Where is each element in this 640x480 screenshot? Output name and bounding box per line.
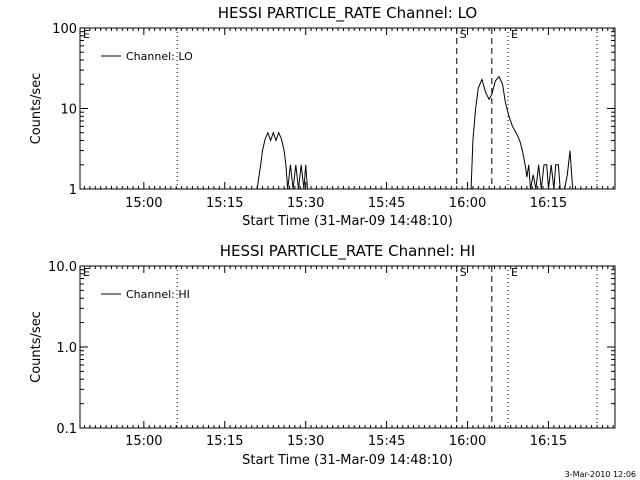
x-tick-label: 15:30 — [287, 196, 324, 211]
series-line-channel-lo — [470, 75, 574, 190]
x-axis-label: Start Time (31-Mar-09 14:48:10) — [242, 214, 453, 229]
event-marker-label: S — [460, 266, 467, 279]
x-tick-label: 15:15 — [206, 434, 243, 449]
legend-label: Channel: LO — [126, 50, 193, 63]
series-line-channel-lo — [256, 131, 308, 190]
x-tick-label: 16:15 — [530, 196, 567, 211]
x-tick-label: 15:45 — [368, 434, 405, 449]
x-tick-label: 16:00 — [449, 196, 486, 211]
x-tick-label: 15:45 — [368, 196, 405, 211]
legend-label: Channel: HI — [126, 288, 190, 301]
event-marker-label: E — [83, 28, 90, 41]
y-axis-label: Counts/sec — [29, 73, 44, 145]
chart-title: HESSI PARTICLE_RATE Channel: LO — [218, 4, 477, 23]
footer-timestamp: 3-Mar-2010 12:06 — [565, 470, 636, 479]
y-axis-label: Counts/sec — [29, 311, 44, 383]
x-axis-label: Start Time (31-Mar-09 14:48:10) — [242, 453, 453, 468]
y-tick-label: 100 — [52, 22, 77, 37]
x-tick-label: 15:15 — [206, 196, 243, 211]
x-tick-label: 16:15 — [530, 434, 567, 449]
event-marker-label: E — [511, 266, 518, 279]
x-tick-label: 15:30 — [287, 434, 324, 449]
y-tick-label: 1.0 — [56, 341, 77, 356]
y-tick-label: 1 — [69, 183, 77, 198]
x-tick-label: 15:00 — [125, 434, 162, 449]
event-marker-label: E — [511, 28, 518, 41]
x-tick-label: 15:00 — [125, 196, 162, 211]
event-marker-label: S — [460, 28, 467, 41]
event-marker-label: E — [83, 266, 90, 279]
y-tick-label: 10 — [60, 103, 77, 118]
x-tick-label: 16:00 — [449, 434, 486, 449]
chart-title: HESSI PARTICLE_RATE Channel: HI — [220, 242, 476, 261]
y-tick-label: 10.0 — [48, 260, 77, 275]
y-tick-label: 0.1 — [56, 422, 77, 437]
